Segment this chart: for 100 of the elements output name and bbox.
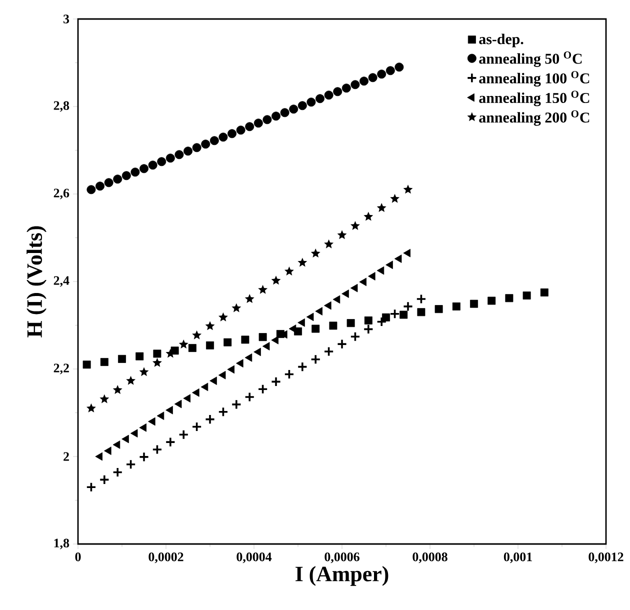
point	[386, 66, 395, 76]
point	[104, 446, 112, 455]
point	[156, 412, 164, 420]
x-tick-label: 0,0002	[148, 552, 184, 564]
y-tick-label: 2,2	[54, 364, 69, 374]
point	[139, 367, 149, 376]
point	[284, 266, 294, 276]
point	[332, 295, 340, 304]
point	[200, 382, 208, 392]
point	[403, 184, 413, 194]
point	[245, 122, 254, 132]
point	[376, 266, 384, 275]
point	[337, 230, 347, 240]
point	[288, 324, 296, 333]
point	[244, 294, 254, 304]
point	[118, 354, 126, 363]
point	[360, 76, 368, 86]
point	[310, 248, 320, 258]
point	[298, 258, 308, 267]
y-tick-label: 2,6	[54, 188, 70, 200]
point	[122, 434, 129, 444]
point	[359, 278, 366, 286]
point	[122, 171, 131, 180]
point	[306, 312, 314, 322]
point	[350, 284, 358, 292]
point	[232, 303, 242, 312]
point	[488, 296, 496, 305]
point	[336, 338, 348, 350]
point	[258, 333, 267, 342]
point	[346, 319, 355, 328]
point	[139, 423, 146, 432]
point	[210, 376, 217, 385]
y-tick-label: 2,8	[54, 101, 70, 112]
point	[522, 292, 531, 300]
point	[206, 341, 214, 350]
point	[363, 324, 374, 334]
point	[126, 459, 136, 470]
point	[204, 414, 216, 424]
point	[166, 154, 175, 163]
point	[377, 70, 386, 79]
point	[434, 305, 443, 314]
point	[218, 406, 228, 418]
point	[100, 394, 110, 404]
x-tick-label: 0,0008	[412, 552, 448, 564]
point	[183, 394, 190, 402]
point	[350, 80, 360, 90]
y-tick-label: 2	[64, 452, 69, 461]
point	[258, 384, 268, 394]
point	[386, 260, 393, 270]
point	[99, 474, 110, 485]
point	[244, 353, 252, 362]
point	[100, 358, 108, 366]
point	[126, 376, 136, 385]
point	[540, 288, 548, 296]
point	[289, 104, 298, 114]
point	[138, 452, 150, 462]
point	[400, 310, 408, 319]
point	[201, 140, 210, 149]
point	[324, 239, 334, 248]
point	[258, 284, 268, 294]
point	[157, 157, 166, 166]
point	[333, 87, 342, 96]
point	[112, 440, 120, 449]
point	[136, 352, 144, 360]
legend-label: annealing 100 $^{O}$C	[479, 71, 590, 87]
point	[153, 350, 162, 358]
point	[394, 254, 402, 263]
point	[315, 307, 322, 316]
point	[218, 132, 228, 142]
x-tick-label: 0	[75, 552, 81, 562]
point	[112, 385, 122, 394]
point	[324, 90, 334, 100]
point	[152, 358, 162, 367]
point	[297, 362, 308, 372]
point	[178, 429, 189, 440]
point	[329, 322, 338, 330]
point	[342, 290, 349, 298]
point	[192, 143, 202, 152]
point	[104, 178, 114, 188]
point	[192, 330, 202, 340]
point	[280, 108, 290, 118]
point	[271, 336, 278, 344]
point	[324, 301, 332, 310]
x-tick-label: 0,0012	[588, 552, 624, 564]
x-tick-label: 0,0006	[324, 552, 360, 564]
point	[262, 342, 270, 350]
point	[231, 399, 242, 410]
point	[148, 417, 156, 426]
point	[86, 185, 96, 194]
x-axis-title: I (Amper)	[296, 566, 388, 586]
point	[192, 388, 200, 397]
point	[452, 302, 460, 310]
point	[350, 331, 360, 342]
point	[165, 436, 176, 448]
legend-label: annealing 150 $^{O}$C	[479, 90, 590, 106]
point	[82, 360, 91, 369]
point	[364, 316, 372, 324]
point	[205, 321, 215, 330]
point	[174, 150, 184, 160]
point	[376, 203, 386, 212]
